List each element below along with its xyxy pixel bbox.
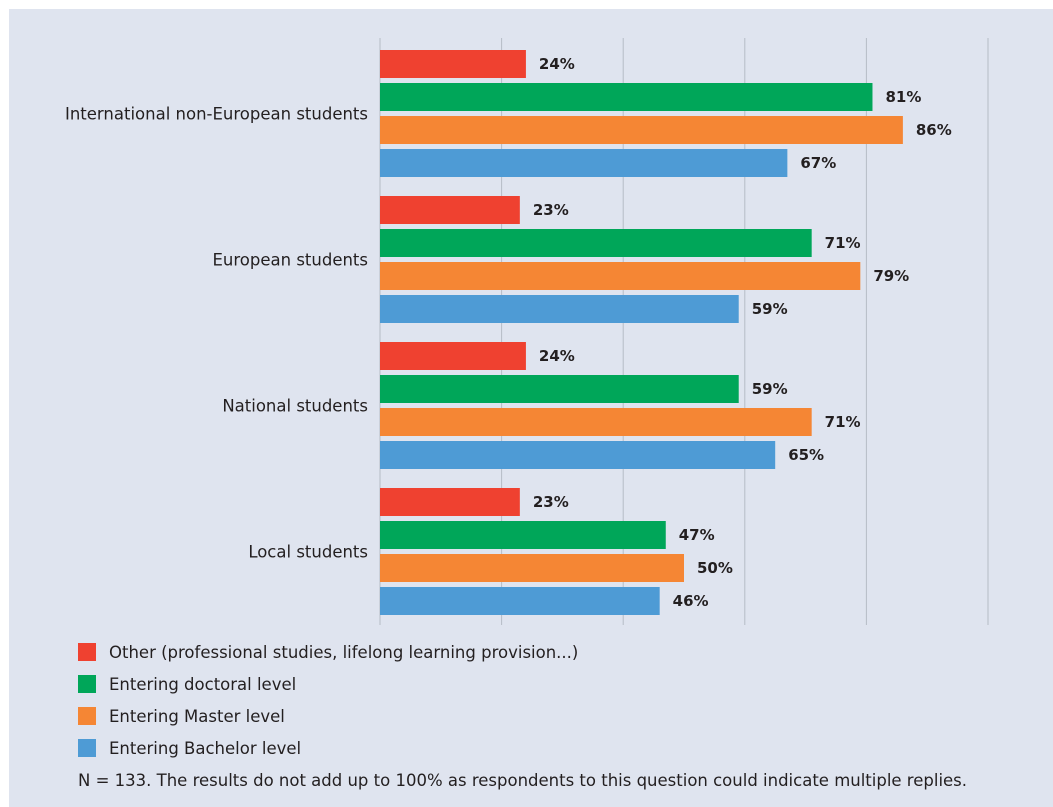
data-label: 23%: [533, 201, 569, 219]
bar: [380, 521, 666, 549]
bar: [380, 50, 526, 78]
legend-swatch: [78, 675, 96, 693]
data-label: 71%: [825, 234, 861, 252]
category-label: European students: [212, 251, 368, 270]
bar: [380, 196, 520, 224]
bar: [380, 375, 739, 403]
bar: [380, 229, 812, 257]
data-label: 79%: [873, 267, 909, 285]
bar: [380, 83, 873, 111]
bar: [380, 488, 520, 516]
category-label: Local students: [248, 543, 368, 562]
legend-label: Entering Bachelor level: [109, 738, 302, 758]
data-label: 67%: [800, 154, 836, 172]
legend-item: Entering Bachelor level: [78, 738, 301, 758]
footnote: N = 133. The results do not add up to 10…: [78, 771, 968, 790]
data-label: 24%: [539, 55, 575, 73]
bar: [380, 441, 776, 469]
legend-swatch: [78, 707, 96, 725]
data-label: 71%: [825, 413, 861, 431]
legend-item: Entering doctoral level: [78, 674, 296, 694]
data-label: 59%: [752, 300, 788, 318]
legend-label: Other (professional studies, lifelong le…: [109, 642, 579, 662]
data-label: 23%: [533, 493, 569, 511]
data-label: 47%: [679, 526, 715, 544]
data-label: 46%: [673, 592, 709, 610]
bar: [380, 116, 903, 144]
legend-label: Entering doctoral level: [109, 674, 297, 694]
bar-chart: 24% 81% 86% 67% International non-European s…: [65, 38, 989, 625]
bar: [380, 587, 660, 615]
data-label: 81%: [885, 88, 921, 106]
bar: [380, 262, 861, 290]
bar: [380, 554, 684, 582]
data-label: 86%: [916, 121, 952, 139]
bar: [380, 149, 788, 177]
data-label: 24%: [539, 347, 575, 365]
data-label: 50%: [697, 559, 733, 577]
legend-swatch: [78, 643, 96, 661]
bar: [380, 408, 812, 436]
category-label: National students: [222, 397, 368, 416]
legend-label: Entering Master level: [109, 706, 285, 726]
legend-item: Other (professional studies, lifelong le…: [78, 642, 578, 662]
data-label: 59%: [752, 380, 788, 398]
category-label: International non-European students: [65, 105, 368, 124]
bar: [380, 295, 739, 323]
data-label: 65%: [788, 446, 824, 464]
bar: [380, 342, 526, 370]
legend-swatch: [78, 739, 96, 757]
legend-item: Entering Master level: [78, 706, 285, 726]
